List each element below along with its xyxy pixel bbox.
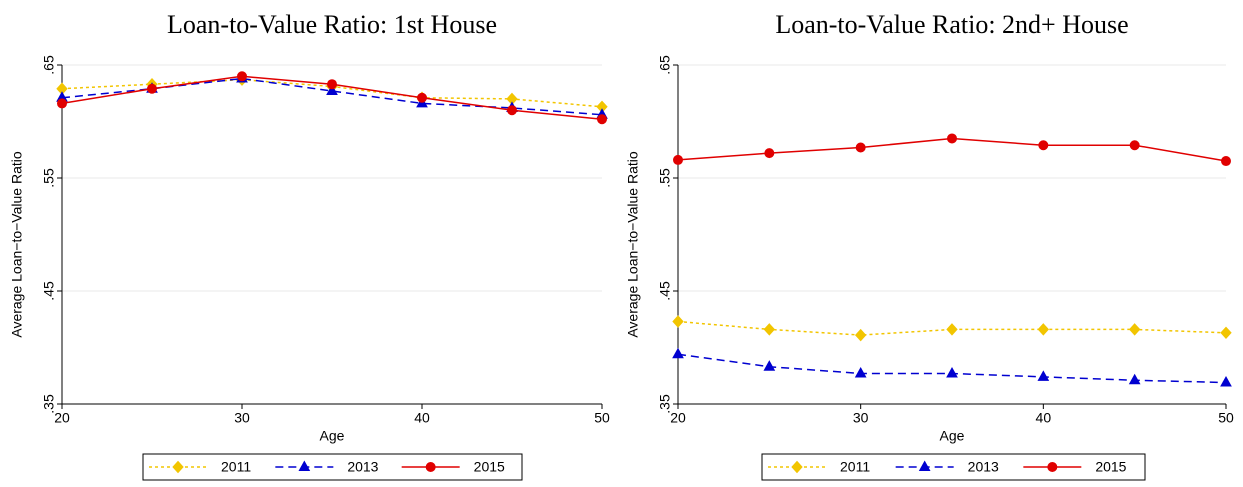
legend-marker [918,460,931,471]
data-point [1038,140,1049,151]
data-point [946,323,958,336]
x-axis-label: Age [320,428,345,444]
x-tick-label: 50 [1218,410,1234,426]
x-tick-label: 40 [1036,410,1052,426]
legend-marker [172,460,184,474]
data-point [1037,370,1050,381]
legend-marker [791,460,803,474]
y-axis-label: Average Loan−to−Value Ratio [9,151,25,338]
legend-label: 2011 [840,459,870,475]
data-point [672,315,684,328]
legend-marker [298,460,311,471]
data-point [854,366,867,378]
y-axis-label: Average Loan−to−Value Ratio [625,151,641,338]
data-point [1220,376,1232,387]
data-point [1129,140,1140,151]
data-point [507,105,517,116]
x-tick-label: 30 [853,410,869,426]
data-point [855,142,866,153]
x-tick-label: 50 [594,410,610,426]
data-point [1128,373,1141,385]
data-point [597,114,607,125]
x-tick-label: 40 [414,410,430,426]
legend-marker [425,462,436,472]
x-tick-label: 30 [234,410,250,426]
data-point [1221,156,1231,167]
x-axis-label: Age [940,428,965,444]
data-point [763,360,776,371]
chart-title: Loan-to-Value Ratio: 1st House [167,10,497,39]
x-tick-label: 20 [54,410,70,426]
data-point [327,79,337,90]
legend-label: 2013 [347,459,378,475]
data-point [764,148,775,159]
legend-label: 2013 [968,459,999,475]
y-tick-label: .45 [41,281,57,301]
data-point [1220,326,1232,340]
data-point [147,83,157,94]
data-point [1037,323,1050,336]
legend-label: 2015 [1095,459,1126,475]
y-tick-label: .65 [657,55,673,75]
data-point [947,133,957,144]
data-point [673,154,683,165]
y-tick-label: .35 [41,394,57,414]
data-point [672,347,684,359]
y-tick-label: .35 [657,394,673,414]
legend-label: 2015 [474,459,505,475]
data-point [326,84,338,95]
data-point [237,71,247,82]
data-point [1128,323,1141,336]
chart-title: Loan-to-Value Ratio: 2nd+ House [775,10,1128,39]
data-point [854,328,867,342]
data-point [417,92,427,103]
y-tick-label: .55 [657,168,673,188]
x-tick-label: 20 [670,410,686,426]
legend-marker [1047,462,1058,472]
y-tick-label: .55 [41,168,57,188]
y-tick-label: .65 [41,55,57,75]
data-point [57,98,67,109]
data-point [946,366,958,378]
data-point [763,323,776,336]
y-tick-label: .45 [657,281,673,301]
legend-label: 2011 [221,459,251,475]
